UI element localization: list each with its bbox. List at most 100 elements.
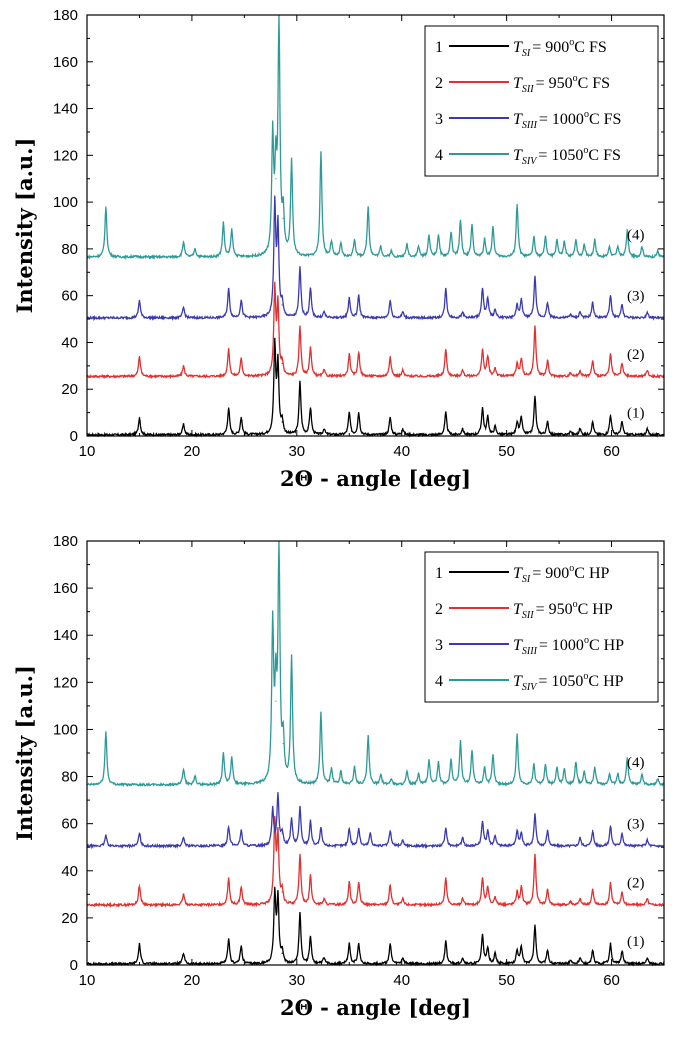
data-point: [487, 355, 489, 358]
data-point: [583, 771, 585, 773]
x-tick-label: 20: [184, 443, 201, 460]
data-point: [194, 775, 196, 778]
y-tick-label: 120: [53, 674, 78, 691]
data-point: [348, 943, 350, 945]
curve-label-1: (1): [627, 934, 645, 950]
data-point: [471, 224, 473, 227]
data-point: [459, 220, 462, 222]
data-point: [278, 26, 280, 28]
data-point: [182, 241, 185, 243]
data-point: [380, 773, 382, 775]
data-point: [309, 820, 312, 822]
data-point: [459, 740, 462, 742]
curve-label-2: (2): [627, 875, 645, 891]
data-point: [437, 234, 440, 236]
data-point: [481, 348, 484, 351]
data-point: [592, 830, 594, 832]
data-point: [138, 884, 141, 886]
legend-index: 1: [435, 39, 443, 56]
legend-index: 2: [435, 75, 443, 92]
data-point: [621, 832, 623, 834]
y-tick-label: 180: [53, 533, 78, 550]
data-point: [445, 877, 447, 879]
data-point: [621, 304, 623, 306]
data-point: [445, 940, 447, 943]
data-point: [516, 733, 518, 735]
data-point: [277, 794, 279, 797]
data-point: [621, 891, 623, 893]
data-point: [520, 416, 522, 418]
legend-item-4: 4 TSIV = 1050oC HP: [435, 671, 624, 693]
data-point: [592, 889, 594, 891]
data-point: [487, 886, 489, 888]
data-point: [546, 302, 549, 304]
data-point: [323, 957, 325, 959]
data-point: [437, 761, 440, 764]
legend-label: TSIII = 1000oC HP: [513, 635, 624, 657]
legend-item-1: 1 TSI = 900oC HP: [435, 563, 610, 585]
data-point: [231, 757, 233, 759]
data-point: [520, 832, 522, 834]
data-point: [626, 757, 628, 759]
data-point: [353, 238, 356, 241]
data-point: [330, 241, 333, 243]
data-point: [274, 290, 276, 292]
data-point: [570, 900, 572, 903]
series-line-2: [86, 815, 665, 909]
data-point: [320, 152, 322, 154]
curve-label-3: (3): [627, 816, 645, 832]
data-point: [516, 203, 518, 206]
data-point: [281, 832, 283, 834]
data-point: [323, 311, 325, 313]
data-point: [402, 898, 404, 900]
data-point: [309, 346, 312, 348]
data-point: [389, 416, 391, 418]
data-point: [520, 299, 522, 301]
data-point: [348, 881, 350, 884]
data-point: [516, 304, 518, 306]
data-point: [228, 825, 230, 827]
data-point: [380, 245, 382, 248]
data-point: [492, 754, 494, 756]
data-point: [389, 884, 391, 886]
data-point: [646, 369, 648, 372]
y-axis-title: Intensity [a.u.]: [12, 665, 37, 841]
data-point: [492, 227, 494, 229]
data-point: [390, 250, 392, 252]
data-point: [621, 950, 623, 952]
data-point: [277, 365, 279, 367]
data-point: [520, 886, 522, 888]
series-line-1: [86, 886, 665, 967]
data-point: [389, 299, 391, 301]
x-tick-label: 60: [603, 972, 620, 989]
legend-item-3: 3 TSIII = 1000oC FS: [435, 109, 621, 131]
data-point: [358, 351, 360, 353]
data-point: [609, 881, 612, 884]
data-point: [534, 853, 536, 855]
data-point: [299, 267, 301, 269]
data-point: [105, 834, 107, 837]
data-point: [222, 752, 224, 754]
data-point: [516, 830, 518, 832]
data-point: [544, 236, 547, 238]
data-point: [320, 712, 322, 714]
data-point: [461, 311, 464, 313]
legend-label: TSI = 900oC FS: [513, 37, 607, 59]
data-point: [579, 311, 581, 313]
data-point: [594, 238, 596, 241]
data-point: [272, 627, 274, 629]
data-point: [461, 957, 464, 959]
y-tick-label: 120: [53, 147, 78, 164]
series-line-2: [86, 281, 665, 380]
data-point: [570, 372, 572, 374]
data-point: [389, 830, 391, 832]
data-point: [608, 245, 611, 248]
data-point: [592, 360, 594, 362]
y-tick-label: 80: [61, 241, 78, 258]
x-tick-label: 30: [288, 443, 305, 460]
data-point: [228, 407, 230, 409]
y-tick-label: 160: [53, 54, 78, 71]
data-point: [182, 306, 185, 308]
legend-item-4: 4 TSIV = 1050oC FS: [435, 145, 621, 167]
legend: 1 TSI = 900oC HP 2 TSII = 950oC HP 3 TSIII = 100…: [424, 551, 659, 703]
